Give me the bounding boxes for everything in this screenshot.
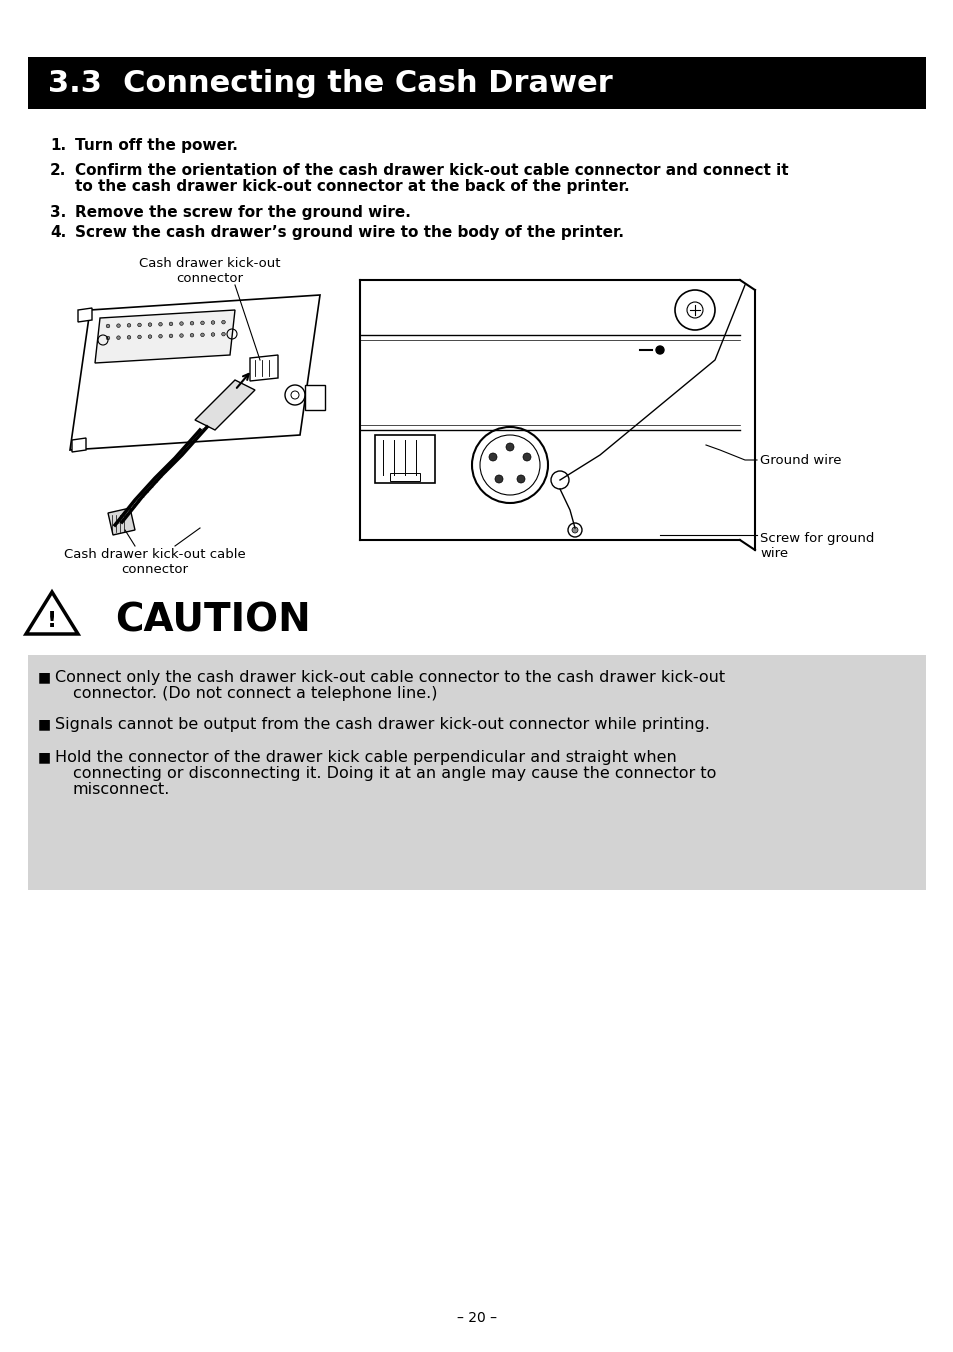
Polygon shape	[26, 592, 78, 634]
Text: !: !	[47, 611, 57, 631]
Circle shape	[137, 323, 141, 327]
Circle shape	[517, 475, 524, 483]
Circle shape	[127, 323, 131, 327]
Polygon shape	[95, 310, 234, 362]
Text: 2.: 2.	[50, 164, 67, 178]
Circle shape	[522, 453, 531, 461]
Text: Screw for ground
wire: Screw for ground wire	[760, 531, 874, 560]
Text: ■: ■	[38, 671, 51, 684]
Polygon shape	[194, 380, 254, 430]
Circle shape	[190, 322, 193, 324]
Text: Confirm the orientation of the cash drawer kick-out cable connector and connect : Confirm the orientation of the cash draw…	[75, 164, 788, 178]
Circle shape	[148, 323, 152, 326]
Polygon shape	[250, 356, 277, 381]
Circle shape	[221, 333, 225, 335]
Circle shape	[200, 333, 204, 337]
Circle shape	[127, 335, 131, 339]
Text: Connect only the cash drawer kick-out cable connector to the cash drawer kick-ou: Connect only the cash drawer kick-out ca…	[55, 671, 724, 685]
Circle shape	[211, 333, 214, 337]
Bar	[390, 473, 419, 481]
Text: ■: ■	[38, 750, 51, 764]
Circle shape	[221, 320, 225, 324]
Circle shape	[572, 527, 578, 533]
Circle shape	[106, 337, 110, 339]
Text: 3.: 3.	[50, 206, 66, 220]
Circle shape	[505, 443, 514, 452]
Circle shape	[116, 324, 120, 327]
Circle shape	[116, 335, 120, 339]
Text: CAUTION: CAUTION	[115, 602, 311, 639]
Circle shape	[489, 453, 497, 461]
Polygon shape	[71, 438, 86, 452]
Text: – 20 –: – 20 –	[456, 1311, 497, 1325]
Text: connecting or disconnecting it. Doing it at an angle may cause the connector to: connecting or disconnecting it. Doing it…	[73, 767, 716, 781]
Text: Cash drawer kick-out
connector: Cash drawer kick-out connector	[139, 257, 280, 285]
Text: connector. (Do not connect a telephone line.): connector. (Do not connect a telephone l…	[73, 685, 437, 700]
Circle shape	[169, 322, 172, 326]
Circle shape	[179, 334, 183, 338]
Polygon shape	[108, 508, 135, 535]
Circle shape	[656, 346, 663, 354]
Circle shape	[211, 320, 214, 324]
Circle shape	[148, 335, 152, 338]
Text: Signals cannot be output from the cash drawer kick-out connector while printing.: Signals cannot be output from the cash d…	[55, 717, 709, 731]
Text: 1.: 1.	[50, 138, 66, 153]
Bar	[305, 385, 325, 410]
Text: Ground wire: Ground wire	[760, 453, 841, 466]
Text: Remove the screw for the ground wire.: Remove the screw for the ground wire.	[75, 206, 411, 220]
Circle shape	[158, 334, 162, 338]
Circle shape	[137, 335, 141, 339]
Text: Hold the connector of the drawer kick cable perpendicular and straight when: Hold the connector of the drawer kick ca…	[55, 750, 676, 765]
Circle shape	[179, 322, 183, 326]
Circle shape	[169, 334, 172, 338]
Circle shape	[200, 320, 204, 324]
Text: 4.: 4.	[50, 224, 66, 241]
Text: to the cash drawer kick-out connector at the back of the printer.: to the cash drawer kick-out connector at…	[75, 178, 629, 193]
Text: Turn off the power.: Turn off the power.	[75, 138, 237, 153]
Text: Cash drawer kick-out cable
connector: Cash drawer kick-out cable connector	[64, 548, 246, 576]
Polygon shape	[70, 295, 319, 450]
Bar	[375, 435, 435, 483]
Circle shape	[495, 475, 502, 483]
Polygon shape	[78, 308, 91, 322]
Circle shape	[158, 322, 162, 326]
Circle shape	[106, 324, 110, 327]
Text: misconnect.: misconnect.	[73, 781, 171, 796]
Text: Screw the cash drawer’s ground wire to the body of the printer.: Screw the cash drawer’s ground wire to t…	[75, 224, 623, 241]
Bar	[28, 57, 925, 110]
Bar	[28, 654, 925, 890]
Text: ■: ■	[38, 717, 51, 731]
Text: 3.3  Connecting the Cash Drawer: 3.3 Connecting the Cash Drawer	[48, 69, 612, 97]
Circle shape	[190, 334, 193, 337]
